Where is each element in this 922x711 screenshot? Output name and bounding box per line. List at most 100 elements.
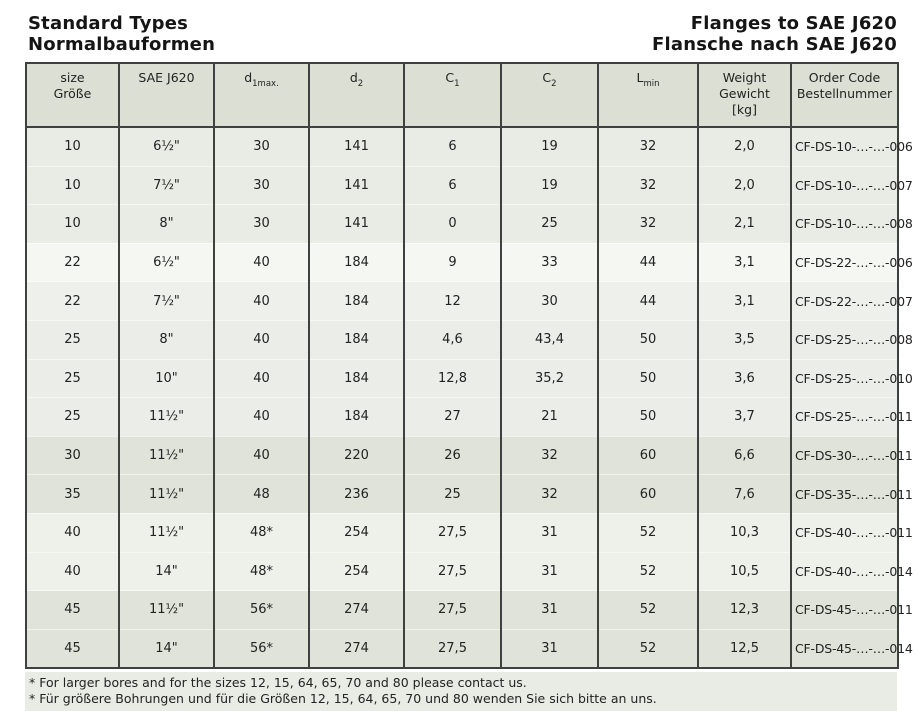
cell-lmin: 50 [598, 397, 699, 437]
cell-sae-j620: 11½" [119, 590, 215, 630]
cell-d1max: 30 [214, 204, 310, 244]
cell-c1: 4,6 [404, 319, 502, 360]
cell-d2: 141 [309, 127, 405, 167]
table-row: 25 8" 40 184 4,6 43,4 50 3,5 CF-DS-25-…-…-008 [26, 319, 913, 360]
table-row: 10 6½" 30 141 6 19 32 2,0 CF-DS-10-…-…-006 [26, 127, 913, 167]
cell-d2: 274 [309, 628, 405, 669]
table-row: 25 10" 40 184 12,8 35,2 50 3,6 CF-DS-25-…-…-010 [26, 358, 913, 398]
cell-d1max: 40 [214, 319, 310, 360]
cell-d2: 236 [309, 474, 405, 514]
cell-size: 45 [26, 628, 120, 669]
subtitle-en: Flanges to SAE J620 [690, 13, 897, 34]
footnote-en: * For larger bores and for the sizes 12,… [29, 675, 527, 691]
cell-d1max: 30 [214, 127, 310, 167]
page-header: Standard Types Normalbauformen Flanges to… [0, 0, 922, 55]
cell-order-code: CF-DS-22-…-…-006 [791, 242, 913, 282]
cell-c2: 32 [501, 474, 599, 514]
cell-weight: 3,5 [698, 319, 792, 360]
column-header-weight: Weight Gewicht [kg] [698, 63, 792, 128]
table-row: 22 6½" 40 184 9 33 44 3,1 CF-DS-22-…-…-006 [26, 242, 913, 282]
cell-size: 30 [26, 435, 120, 475]
cell-d2: 184 [309, 242, 405, 282]
cell-d1max: 48* [214, 512, 310, 553]
cell-d2: 184 [309, 281, 405, 321]
cell-lmin: 50 [598, 358, 699, 398]
cell-order-code: CF-DS-35-…-…-011 [791, 474, 913, 514]
cell-c2: 21 [501, 397, 599, 437]
cell-sae-j620: 7½" [119, 281, 215, 321]
cell-c1: 27,5 [404, 590, 502, 630]
column-header-d2: d2 [309, 63, 405, 128]
cell-weight: 2,0 [698, 165, 792, 205]
page-title-right: Flanges to SAE J620 Flansche nach SAE J62… [652, 13, 897, 55]
cell-c2: 31 [501, 590, 599, 630]
cell-order-code: CF-DS-30-…-…-011 [791, 435, 913, 475]
table-row: 45 11½" 56* 274 27,5 31 52 12,3 CF-DS-45-…-…-011 [26, 590, 913, 630]
cell-d1max: 48* [214, 551, 310, 591]
cell-lmin: 60 [598, 474, 699, 514]
cell-lmin: 60 [598, 435, 699, 475]
column-header-sae-j620: SAE J620 [119, 63, 215, 128]
column-header-d1max: d1max. [214, 63, 310, 128]
cell-lmin: 44 [598, 281, 699, 321]
cell-c1: 12 [404, 281, 502, 321]
cell-d1max: 40 [214, 281, 310, 321]
cell-size: 10 [26, 204, 120, 244]
cell-sae-j620: 14" [119, 551, 215, 591]
title-de: Normalbauformen [28, 34, 216, 55]
cell-weight: 2,1 [698, 204, 792, 244]
table-row: 30 11½" 40 220 26 32 60 6,6 CF-DS-30-…-…-011 [26, 435, 913, 475]
flange-table-container: size Größe SAE J620 d1max. d2 C1 C2 Lmin Weight G… [25, 62, 913, 670]
cell-d2: 254 [309, 512, 405, 553]
cell-c2: 32 [501, 435, 599, 475]
cell-d1max: 56* [214, 628, 310, 669]
subtitle-de: Flansche nach SAE J620 [652, 34, 897, 55]
cell-c2: 30 [501, 281, 599, 321]
cell-c1: 12,8 [404, 358, 502, 398]
cell-size: 35 [26, 474, 120, 514]
cell-d1max: 30 [214, 165, 310, 205]
cell-lmin: 32 [598, 127, 699, 167]
table-row: 10 8" 30 141 0 25 32 2,1 CF-DS-10-…-…-008 [26, 204, 913, 244]
cell-d2: 254 [309, 551, 405, 591]
cell-size: 25 [26, 397, 120, 437]
cell-weight: 3,1 [698, 242, 792, 282]
cell-lmin: 52 [598, 628, 699, 669]
column-header-c2: C2 [501, 63, 599, 128]
footnote-de: * Für größere Bohrungen und für die Größ… [29, 691, 657, 707]
cell-order-code: CF-DS-22-…-…-007 [791, 281, 913, 321]
cell-size: 40 [26, 551, 120, 591]
table-row: 25 11½" 40 184 27 21 50 3,7 CF-DS-25-…-…-011 [26, 397, 913, 437]
cell-d2: 184 [309, 358, 405, 398]
cell-sae-j620: 8" [119, 319, 215, 360]
cell-d2: 141 [309, 165, 405, 205]
cell-sae-j620: 6½" [119, 242, 215, 282]
cell-size: 25 [26, 358, 120, 398]
cell-weight: 7,6 [698, 474, 792, 514]
cell-d2: 184 [309, 319, 405, 360]
cell-c1: 0 [404, 204, 502, 244]
cell-sae-j620: 11½" [119, 397, 215, 437]
cell-order-code: CF-DS-25-…-…-011 [791, 397, 913, 437]
cell-weight: 10,3 [698, 512, 792, 553]
cell-sae-j620: 11½" [119, 474, 215, 514]
cell-order-code: CF-DS-45-…-…-011 [791, 590, 913, 630]
header-row: size Größe SAE J620 d1max. d2 C1 C2 Lmin Weight G… [26, 63, 898, 128]
title-en: Standard Types [28, 13, 189, 34]
cell-c2: 43,4 [501, 319, 599, 360]
cell-sae-j620: 14" [119, 628, 215, 669]
cell-c2: 19 [501, 127, 599, 167]
cell-d1max: 40 [214, 397, 310, 437]
cell-d2: 274 [309, 590, 405, 630]
cell-weight: 12,3 [698, 590, 792, 630]
cell-sae-j620: 11½" [119, 435, 215, 475]
cell-d1max: 40 [214, 358, 310, 398]
table-row: 22 7½" 40 184 12 30 44 3,1 CF-DS-22-…-…-007 [26, 281, 913, 321]
cell-c1: 27,5 [404, 551, 502, 591]
cell-d2: 220 [309, 435, 405, 475]
cell-order-code: CF-DS-10-…-…-008 [791, 204, 913, 244]
cell-sae-j620: 6½" [119, 127, 215, 167]
column-header-order-code: Order Code Bestellnummer [791, 63, 898, 128]
cell-size: 45 [26, 590, 120, 630]
cell-c2: 31 [501, 551, 599, 591]
